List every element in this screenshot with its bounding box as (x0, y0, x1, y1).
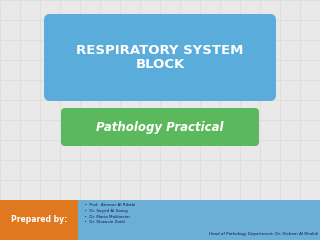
Text: Pathology Practical: Pathology Practical (96, 120, 224, 133)
Bar (0, 200, 78, 240)
Text: RESPIRATORY SYSTEM
BLOCK: RESPIRATORY SYSTEM BLOCK (76, 43, 244, 72)
Text: •  Prof.  Ammar Al Rikabi
  •  Dr. Sayed Al Saeay
  •  Dr. Maria Makhasim
  •  D: • Prof. Ammar Al Rikabi • Dr. Sayed Al S… (82, 203, 135, 224)
Text: Head of Pathology Department: Dr. Hisham Al Khalidi: Head of Pathology Department: Dr. Hisham… (209, 232, 318, 236)
Text: Prepared by:: Prepared by: (11, 216, 67, 224)
Bar (0, 200, 320, 240)
FancyBboxPatch shape (44, 14, 276, 101)
FancyBboxPatch shape (61, 108, 259, 146)
